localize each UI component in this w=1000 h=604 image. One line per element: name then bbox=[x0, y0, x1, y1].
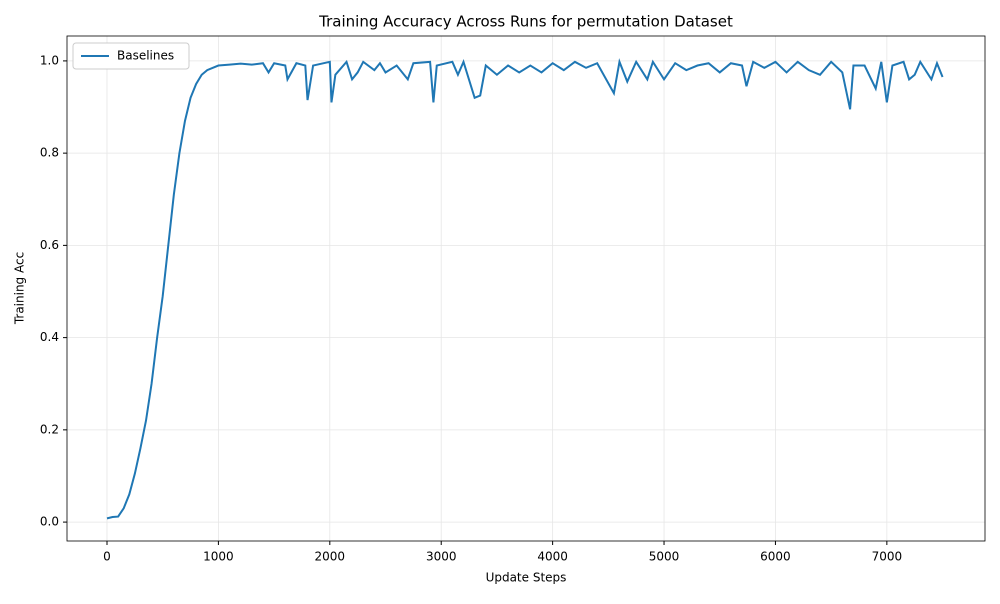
x-tick-label: 3000 bbox=[426, 550, 457, 564]
y-axis-label: Training Acc bbox=[13, 252, 27, 325]
x-tick-label: 4000 bbox=[537, 550, 568, 564]
x-tick-label: 0 bbox=[103, 550, 111, 564]
y-tick-label: 0.2 bbox=[40, 422, 59, 436]
x-tick-label: 6000 bbox=[760, 550, 791, 564]
y-tick-label: 0.0 bbox=[40, 515, 59, 529]
y-tick-label: 0.4 bbox=[40, 330, 59, 344]
legend-box bbox=[72, 42, 190, 70]
data-line bbox=[106, 58, 944, 520]
chart-title: Training Accuracy Across Runs for permut… bbox=[318, 13, 733, 31]
y-tick-label: 1.0 bbox=[40, 53, 59, 67]
x-tick-label: 5000 bbox=[649, 550, 680, 564]
y-tick-label: 0.8 bbox=[40, 146, 59, 160]
x-tick-label: 7000 bbox=[872, 550, 903, 564]
x-tick-label: 1000 bbox=[203, 550, 234, 564]
x-tick-label: 2000 bbox=[315, 550, 346, 564]
y-tick-label: 0.6 bbox=[40, 238, 59, 252]
x-axis-label: Update Steps bbox=[486, 571, 567, 585]
plot-frame bbox=[66, 35, 986, 542]
legend-label: Baselines bbox=[117, 49, 174, 63]
